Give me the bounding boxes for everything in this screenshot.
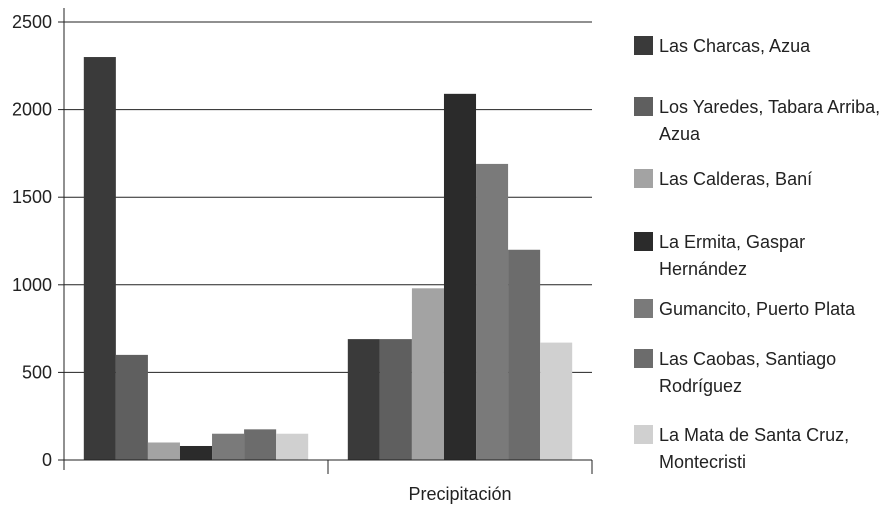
legend-label: Las Calderas, Baní <box>659 169 813 189</box>
bar <box>276 433 309 460</box>
bar <box>508 249 541 460</box>
y-axis-ticks: 0 500 1000 1500 2000 2500 <box>12 12 64 470</box>
legend: Las Charcas, Azua Los Yaredes, Tabara Arr… <box>634 0 891 512</box>
legend-swatch <box>634 299 653 318</box>
legend-swatch <box>634 97 653 116</box>
legend-item: Los Yaredes, Tabara Arriba, Azua <box>634 94 891 148</box>
bar <box>411 288 444 460</box>
legend-item: La Ermita, Gaspar Hernández <box>634 229 891 283</box>
bar <box>347 339 380 460</box>
bar <box>476 163 509 461</box>
legend-label: Las Caobas, Santiago Rodríguez <box>659 349 837 396</box>
bar <box>83 57 116 460</box>
x-tick-label: Precipitación <box>408 484 511 504</box>
legend-item: Las Calderas, Baní <box>634 166 891 193</box>
legend-item: Gumancito, Puerto Plata <box>634 296 891 323</box>
y-tick-label: 1500 <box>12 187 52 207</box>
bar <box>379 339 412 460</box>
legend-item: La Mata de Santa Cruz, Montecristi <box>634 422 891 476</box>
bar <box>147 442 180 460</box>
y-tick-label: 500 <box>22 362 52 382</box>
bar <box>443 93 477 460</box>
bar <box>179 445 213 460</box>
x-axis-ticks: Precipitación <box>327 460 593 504</box>
legend-item: Las Charcas, Azua <box>634 33 891 60</box>
bar-series <box>83 57 573 461</box>
legend-label: La Ermita, Gaspar Hernández <box>659 232 806 279</box>
bar <box>244 429 277 460</box>
bar <box>115 354 148 460</box>
legend-swatch <box>634 36 653 55</box>
legend-label: Gumancito, Puerto Plata <box>659 299 856 319</box>
legend-label: La Mata de Santa Cruz, Montecristi <box>659 425 850 472</box>
legend-swatch <box>634 349 653 368</box>
y-tick-label: 1000 <box>12 275 52 295</box>
legend-item: Las Caobas, Santiago Rodríguez <box>634 346 891 400</box>
legend-swatch <box>634 425 653 444</box>
y-tick-label: 2000 <box>12 100 52 120</box>
bar-chart: 0 500 1000 1500 2000 2500 Precipitación <box>12 8 593 504</box>
legend-swatch <box>634 232 653 251</box>
legend-label: Los Yaredes, Tabara Arriba, Azua <box>659 97 881 144</box>
bar <box>212 433 245 460</box>
y-tick-label: 2500 <box>12 12 52 32</box>
y-tick-label: 0 <box>42 450 52 470</box>
bar <box>540 342 573 460</box>
legend-swatch <box>634 169 653 188</box>
legend-label: Las Charcas, Azua <box>659 36 811 56</box>
